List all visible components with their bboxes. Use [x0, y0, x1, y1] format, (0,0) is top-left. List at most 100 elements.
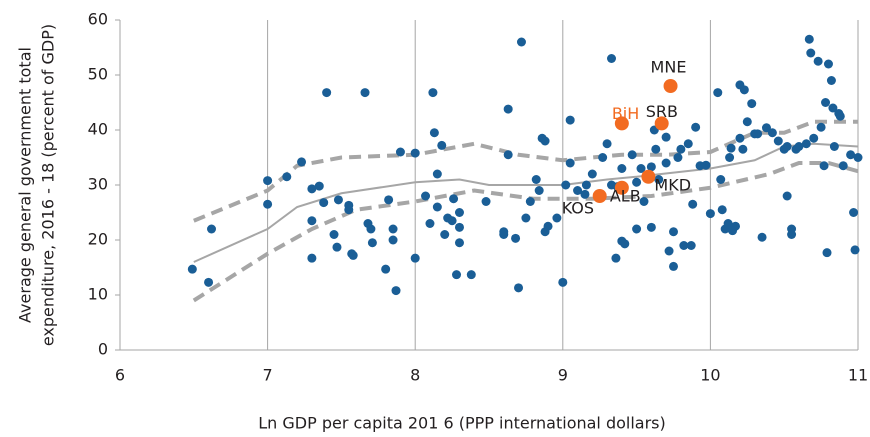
point [466, 270, 476, 280]
point-label: KOS [562, 199, 594, 218]
point [344, 205, 354, 215]
point [447, 216, 457, 226]
point [449, 194, 459, 204]
point [813, 56, 823, 66]
point [757, 232, 767, 242]
point [730, 221, 740, 231]
point [822, 248, 832, 258]
point [514, 283, 524, 293]
y-tick-label: 30 [88, 175, 108, 194]
point [849, 208, 859, 217]
point [360, 88, 370, 98]
point [384, 195, 394, 205]
point-label: MNE [651, 58, 687, 77]
highlight-point [614, 180, 629, 195]
point [735, 133, 745, 143]
point [819, 161, 829, 171]
point [632, 224, 642, 234]
point [428, 88, 438, 98]
highlight-point [663, 79, 678, 93]
point [739, 85, 749, 95]
point [395, 147, 405, 157]
point-label: BiH [612, 104, 639, 123]
point [829, 142, 839, 151]
x-tick-label: 11 [848, 366, 868, 385]
point [307, 184, 317, 194]
point [636, 164, 646, 173]
point [661, 132, 671, 142]
point [654, 175, 664, 184]
point [761, 123, 771, 133]
point [391, 286, 401, 296]
point [307, 216, 317, 226]
point [639, 197, 649, 206]
point [669, 227, 678, 237]
point [543, 221, 553, 231]
point [838, 161, 848, 171]
point [661, 158, 671, 168]
point [432, 202, 442, 212]
point [282, 172, 292, 182]
point [853, 153, 863, 162]
point [429, 128, 439, 138]
point [821, 98, 831, 107]
point [207, 224, 217, 234]
point [329, 230, 339, 239]
point [367, 238, 377, 248]
point [828, 103, 838, 113]
point [580, 189, 590, 199]
point [701, 160, 711, 170]
y-axis-label-line: Average general government total [16, 47, 35, 323]
point [673, 153, 683, 162]
point [738, 144, 748, 154]
y-tick-label: 40 [88, 120, 108, 139]
point [713, 88, 723, 98]
point [297, 157, 307, 167]
point [691, 122, 701, 132]
point [552, 213, 562, 223]
point [204, 277, 214, 287]
point [534, 186, 544, 195]
point [319, 198, 329, 208]
point [421, 191, 431, 201]
point [425, 219, 435, 228]
point [388, 224, 398, 234]
point [499, 227, 509, 237]
point [307, 253, 317, 263]
x-tick-label: 7 [263, 366, 273, 385]
point [688, 199, 698, 209]
point [716, 175, 726, 184]
highlight-point [641, 169, 656, 184]
point [503, 104, 513, 114]
point [573, 186, 583, 195]
point [850, 245, 860, 255]
point [581, 180, 591, 190]
point [454, 222, 464, 232]
point [669, 261, 678, 271]
x-tick-label: 6 [115, 366, 125, 385]
highlight-point [592, 189, 607, 203]
point [565, 158, 575, 168]
point [511, 233, 521, 243]
point [806, 48, 816, 58]
point [787, 224, 797, 234]
point [561, 180, 571, 190]
point [503, 150, 513, 160]
point [314, 181, 324, 191]
point [602, 139, 612, 149]
point [333, 195, 343, 205]
point [773, 136, 783, 146]
point [679, 241, 689, 250]
point [332, 242, 342, 252]
point [598, 153, 608, 162]
point [726, 143, 736, 153]
x-axis-label: Ln GDP per capita 201 6 (PPP internation… [258, 414, 666, 433]
y-axis-label-line: expenditure, 2016 - 18 (percent of GDP) [39, 24, 58, 346]
point [525, 197, 535, 206]
y-tick-label: 20 [88, 230, 108, 249]
point-label: ALB [610, 186, 641, 205]
y-axis-label: Average general government total expendi… [16, 24, 58, 346]
point [823, 59, 833, 69]
x-tick-label: 8 [410, 366, 420, 385]
point [410, 253, 420, 263]
